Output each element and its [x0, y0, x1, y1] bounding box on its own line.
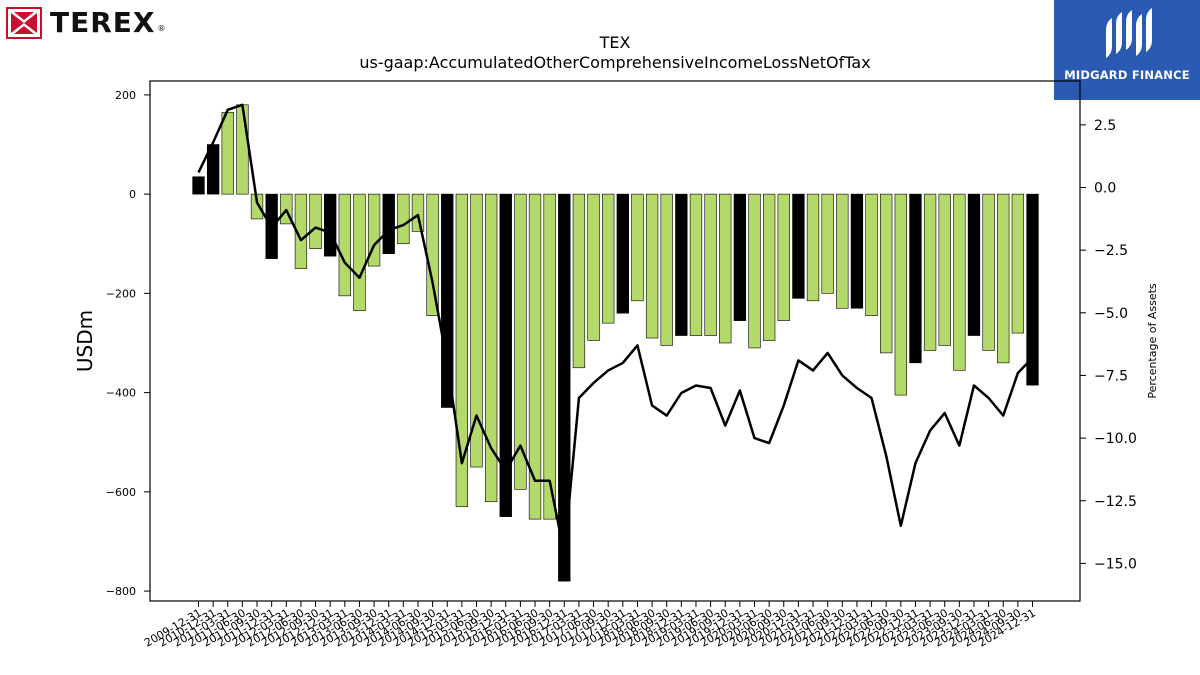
bar — [470, 193, 483, 468]
terex-logo: TEREX ® — [6, 6, 166, 39]
y2-tick-label: 2.5 — [1094, 118, 1116, 134]
bar — [821, 193, 834, 294]
bar — [923, 193, 937, 351]
bar — [660, 193, 673, 346]
bar — [616, 193, 629, 314]
y-tick-label: −200 — [106, 287, 136, 300]
y2-tick-label: −10.0 — [1094, 431, 1137, 447]
y2-tick-label: −2.5 — [1094, 243, 1128, 259]
midgard-finance-logo: MIDGARD FINANCE — [1054, 0, 1200, 100]
y-tick-label: −600 — [106, 486, 136, 499]
plot-frame — [149, 80, 1081, 602]
bar — [631, 193, 644, 302]
y-axis-label: USDm — [73, 310, 97, 372]
bar — [777, 193, 790, 321]
bar — [484, 193, 498, 503]
bar — [865, 193, 878, 316]
bar — [938, 193, 951, 346]
bar — [748, 193, 761, 349]
y2-tick-label: −15.0 — [1094, 556, 1137, 572]
chart-subtitle: us-gaap:AccumulatedOtherComprehensiveInc… — [359, 53, 870, 72]
y-axis: 200 0 −200 −400 −600 −800 — [106, 89, 150, 598]
y2-axis: 2.5 0.0 −2.5 −5.0 −7.5 −10.0 −12.5 −15.0 — [1080, 118, 1137, 572]
y2-tick-label: −5.0 — [1094, 306, 1128, 322]
bar-series — [192, 104, 1039, 582]
y2-axis-label: Percentage of Assets — [1146, 283, 1159, 399]
terex-emblem-icon — [6, 6, 42, 39]
bar — [543, 193, 556, 520]
bar — [192, 176, 205, 195]
bar — [762, 193, 776, 341]
bar — [294, 193, 308, 269]
bar — [587, 193, 600, 341]
bar — [367, 193, 381, 267]
x-axis: 2009-12-312010-12-312011-03-312011-06-30… — [142, 601, 1038, 650]
bar — [514, 193, 527, 490]
bar — [411, 193, 425, 232]
bar — [221, 111, 234, 195]
partner-wordmark: MIDGARD FINANCE — [1064, 68, 1190, 82]
bar — [675, 193, 688, 336]
bar — [806, 193, 820, 302]
bar — [426, 193, 439, 316]
bar — [338, 193, 351, 297]
midgard-emblem-icon — [1106, 8, 1152, 58]
bar — [689, 193, 703, 336]
bar — [909, 193, 922, 364]
bar — [528, 193, 542, 520]
bar — [704, 193, 717, 336]
bar — [850, 193, 864, 309]
y2-tick-label: −12.5 — [1094, 494, 1137, 510]
bar — [967, 193, 981, 336]
bar — [836, 193, 849, 309]
bar — [894, 193, 907, 396]
bar — [880, 193, 893, 354]
bar — [602, 193, 615, 324]
bar — [397, 193, 410, 245]
bar — [572, 193, 586, 369]
bar — [792, 193, 805, 299]
y2-tick-label: 0.0 — [1094, 181, 1116, 197]
bar — [324, 193, 337, 257]
bar — [353, 193, 366, 312]
y2-tick-label: −7.5 — [1094, 368, 1128, 384]
bar — [1011, 193, 1025, 334]
y-tick-label: −400 — [106, 387, 136, 400]
bar — [719, 193, 732, 344]
bar — [499, 193, 512, 517]
y-tick-label: 200 — [115, 89, 136, 102]
bar — [982, 193, 995, 351]
bar — [382, 193, 395, 254]
terex-wordmark: TEREX — [50, 6, 156, 39]
y-tick-label: 0 — [129, 188, 136, 201]
y-tick-label: −800 — [106, 585, 136, 598]
bar — [953, 193, 966, 371]
bar — [645, 193, 659, 339]
bar — [455, 193, 469, 508]
registered-mark: ® — [157, 24, 166, 33]
bar — [1026, 193, 1039, 386]
chart-title: TEX — [599, 33, 631, 52]
bar — [733, 193, 747, 321]
bar — [441, 193, 454, 408]
bar — [309, 193, 322, 250]
bar — [997, 193, 1010, 364]
bar — [558, 193, 571, 582]
percentage-line — [197, 103, 1034, 555]
bar — [236, 104, 249, 195]
